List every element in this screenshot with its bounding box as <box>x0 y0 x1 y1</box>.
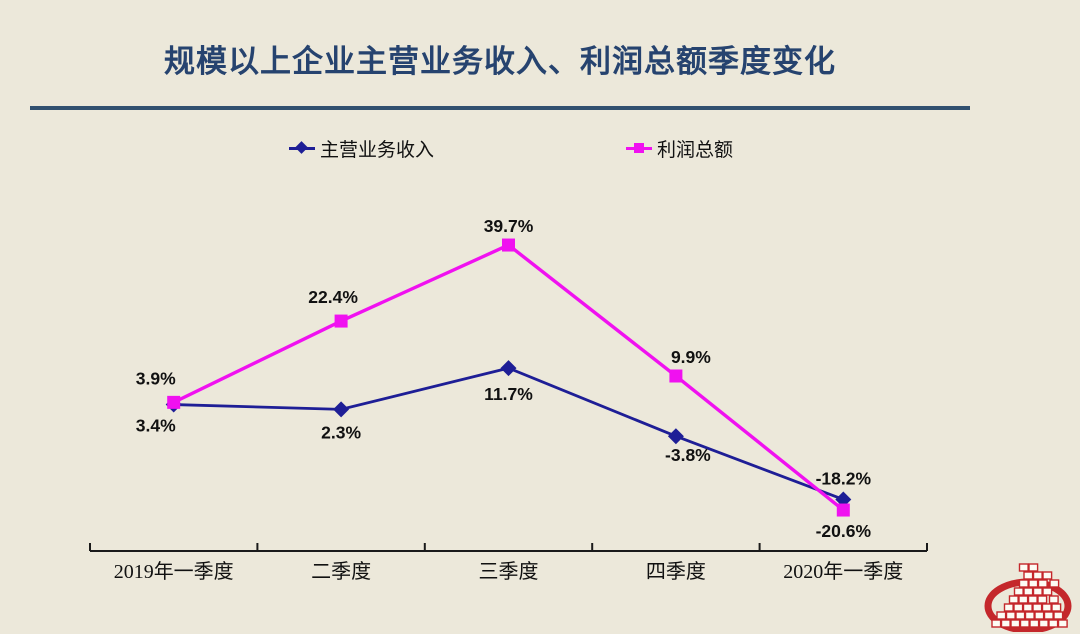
logo-shape <box>1013 587 1024 596</box>
logo-shape <box>1010 619 1021 628</box>
logo-shape <box>1028 563 1039 572</box>
logo-shape <box>1042 587 1053 596</box>
revenue-point-marker <box>667 428 684 445</box>
logo-shape <box>1000 619 1011 628</box>
logo-shape <box>1057 619 1068 628</box>
logo-shape <box>1042 571 1053 580</box>
logo-shape <box>991 619 1002 628</box>
logo-shape <box>1048 619 1059 628</box>
logo-shape <box>1027 595 1038 604</box>
logo-shape <box>1005 611 1016 620</box>
logo-shape <box>1048 595 1059 604</box>
x-axis-label: 二季度 <box>311 560 371 583</box>
x-axis <box>89 543 928 552</box>
data-label: 11.7% <box>484 384 533 404</box>
data-label: 39.7% <box>484 216 534 236</box>
revenue-point-marker <box>835 491 852 508</box>
revenue-point-marker <box>333 401 350 418</box>
data-label: 3.9% <box>136 368 176 388</box>
logo-shape <box>1043 611 1054 620</box>
logo-shape <box>996 611 1007 620</box>
title-underline <box>30 106 970 110</box>
logo-shape <box>1018 595 1029 604</box>
page-title: 规模以上企业主营业务收入、利润总额季度变化 <box>164 44 836 79</box>
logo-shape <box>1034 611 1045 620</box>
logo-shape <box>1018 563 1029 572</box>
logo-shape <box>1051 603 1062 612</box>
data-label: 3.4% <box>136 416 176 436</box>
logo-shape <box>1032 587 1043 596</box>
x-axis-label: 四季度 <box>646 560 706 583</box>
logo-shape <box>1032 571 1043 580</box>
profit-point-marker <box>502 238 515 252</box>
data-label: 22.4% <box>308 287 358 307</box>
profit-point-marker <box>167 395 181 409</box>
logo-shape <box>1053 611 1064 620</box>
logo-shape <box>1023 587 1034 596</box>
logo-shape <box>1024 611 1035 620</box>
x-axis-label: 2019年一季度 <box>114 560 234 583</box>
profit-point-marker <box>836 503 850 517</box>
chart-legend: 主营业务收入 利润总额 <box>0 136 1080 162</box>
logo-shape <box>1015 611 1026 620</box>
profit-line <box>172 243 845 512</box>
logo-shape <box>1022 603 1033 612</box>
logo-shape <box>1028 579 1039 588</box>
data-label: -3.8% <box>665 445 711 465</box>
legend-label-profit: 利润总额 <box>657 139 734 161</box>
legend-label-revenue: 主营业务收入 <box>320 139 435 161</box>
logo-shape <box>1032 603 1043 612</box>
legend-item-profit: 利润总额 <box>626 136 734 161</box>
data-label: 9.9% <box>671 347 711 367</box>
logo-shape <box>1041 603 1052 612</box>
logo-shape <box>1013 603 1024 612</box>
logo-shape <box>1038 619 1049 628</box>
diamond-marker-icon <box>289 141 315 155</box>
national-bureau-of-statistics-logo-icon <box>984 563 1072 632</box>
logo-shape <box>1019 619 1030 628</box>
logo-shape <box>1037 579 1048 588</box>
x-axis-label: 三季度 <box>479 560 539 583</box>
logo-shape <box>1018 579 1029 588</box>
legend-item-revenue: 主营业务收入 <box>289 136 435 161</box>
logo-shape <box>1029 619 1040 628</box>
profit-point-marker <box>334 314 348 328</box>
logo-shape <box>1037 595 1048 604</box>
logo-shape <box>1049 579 1060 588</box>
x-axis-label: 2020年一季度 <box>783 560 903 583</box>
data-label: -18.2% <box>816 468 872 488</box>
data-label: -20.6% <box>816 521 872 541</box>
revenue-point-marker <box>500 360 517 377</box>
profit-point-marker <box>669 369 683 383</box>
logo-shape <box>1008 595 1019 604</box>
logo-shape <box>1023 571 1034 580</box>
data-label: 2.3% <box>321 422 361 442</box>
logo-shape <box>1003 603 1014 612</box>
square-marker-icon <box>626 141 652 155</box>
